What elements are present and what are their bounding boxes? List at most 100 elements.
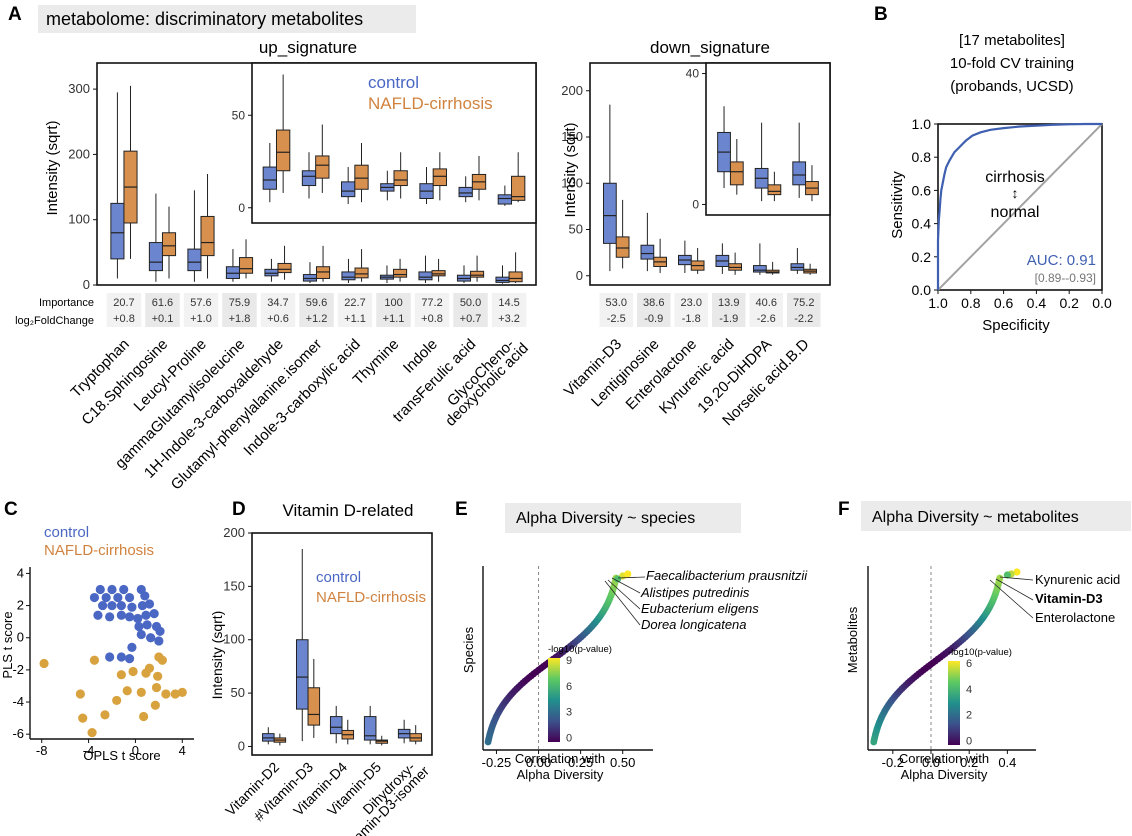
importance-cell-bg xyxy=(787,293,821,327)
scatter-point-control xyxy=(137,600,148,611)
importance-cell-bg xyxy=(376,293,411,327)
scatter-point-nafld xyxy=(87,727,97,738)
scatter-point-nafld xyxy=(151,682,162,693)
y-tick-label: 100 xyxy=(561,175,583,190)
box-control xyxy=(640,244,655,260)
importance-cell-bg xyxy=(222,293,257,327)
scatter-point-control xyxy=(134,621,144,632)
annotation-leader xyxy=(604,580,641,626)
scatter-point-nafld xyxy=(100,710,110,720)
scatter-point-nafld xyxy=(128,666,138,677)
scatter-point-nafld xyxy=(112,695,122,706)
foldchange-value: +1.8 xyxy=(229,313,251,325)
importance-value: 23.0 xyxy=(681,297,702,309)
annotation-leader xyxy=(607,579,641,610)
y-tick-label: 0.8 xyxy=(912,149,932,165)
y-tick-label: -6 xyxy=(12,726,24,741)
colorbar-tick-label: 6 xyxy=(566,681,572,693)
scatter-point-control xyxy=(124,654,135,664)
scatter-point-control xyxy=(140,591,150,601)
foldchange-row-label: log₂FoldChange xyxy=(15,315,94,327)
e-annot-1: Faecalibacterium prausnitzii xyxy=(646,568,808,583)
scatter-point-control xyxy=(116,652,126,662)
roc-title-line-3: (probands, UCSD) xyxy=(950,78,1073,95)
colorbar-tick-label: 6 xyxy=(966,658,972,670)
importance-value: 20.7 xyxy=(113,297,134,309)
y-tick-label: 0.4 xyxy=(912,216,932,232)
e-annot-3: Eubacterium eligens xyxy=(641,601,759,616)
panel-label-b: B xyxy=(874,4,888,25)
importance-cell-bg xyxy=(414,293,450,327)
scatter-point-control xyxy=(116,610,126,620)
y-tick-label: 0.2 xyxy=(912,249,932,265)
foldchange-value: -2.5 xyxy=(607,313,626,325)
up-signature-plot: 0 100 200 300 xyxy=(68,62,537,292)
box-control xyxy=(295,639,309,710)
y-tick-label: -4 xyxy=(12,694,24,709)
e-annot-4: Dorea longicatena xyxy=(641,617,747,632)
box-nafld xyxy=(354,267,369,279)
importance-value: 40.6 xyxy=(756,297,777,309)
y-tick-label: 0 xyxy=(17,630,24,645)
box-control xyxy=(262,166,277,190)
box-nafld xyxy=(200,215,215,257)
d-legend-nafld: NAFLD-cirrhosis xyxy=(316,589,426,606)
scatter-point-control xyxy=(119,584,129,595)
scatter-point-control xyxy=(101,592,111,603)
importance-value: 100 xyxy=(384,297,402,309)
box-control xyxy=(495,276,510,283)
e-xlabel-2: Alpha Diversity xyxy=(517,767,604,782)
box-control xyxy=(341,181,356,198)
box-control xyxy=(753,265,767,273)
annotation-leader xyxy=(989,579,1034,619)
c-ylabel: PLS t score xyxy=(0,611,15,678)
roc-annot-normal: normal xyxy=(991,204,1040,221)
box-nafld xyxy=(307,687,321,726)
colorbar xyxy=(548,658,560,742)
colorbar-tick-label: 0 xyxy=(566,732,572,744)
importance-cell-bg xyxy=(453,293,488,327)
f-banner: Alpha Diversity ~ metabolites xyxy=(872,509,1079,526)
importance-value: 77.2 xyxy=(421,297,442,309)
f-xlabel-1: Correlation with xyxy=(899,751,989,766)
x-tick-label: 0.2 xyxy=(960,755,978,770)
x-tick-label: 4 xyxy=(179,743,186,758)
box-nafld xyxy=(511,175,526,201)
panel-a-category-labels: TryptophanC18.SphingosineLeucyl-Prolineg… xyxy=(67,336,812,494)
importance-cell-bg xyxy=(260,293,296,327)
f-xlabel-2: Alpha Diversity xyxy=(901,767,988,782)
importance-value: 22.7 xyxy=(344,297,365,309)
pls-scatter: -8 -4 0 4 4 2 0 -2 -4 -6 xyxy=(12,565,194,758)
foldchange-value: +3.2 xyxy=(498,313,520,325)
importance-cell-bg xyxy=(299,293,334,327)
inset-frame xyxy=(251,62,537,224)
y-tick-label: 0 xyxy=(83,277,90,292)
scatter-point-nafld xyxy=(153,671,163,681)
importance-value: 34.7 xyxy=(267,297,288,309)
d-title: Vitamin D-related xyxy=(282,501,413,520)
foldchange-value: +0.7 xyxy=(460,313,482,325)
panel-label-c: C xyxy=(4,499,18,520)
box-control xyxy=(341,271,356,281)
colorbar-tick-label: 0 xyxy=(966,735,972,747)
y-tick-label: 50 xyxy=(232,108,246,122)
scatter-point-control xyxy=(98,600,108,611)
roc-annot-cirrhosis: cirrhosis xyxy=(985,169,1045,186)
box-nafld xyxy=(354,164,369,190)
c-legend-control: control xyxy=(44,524,89,541)
top-rank-point xyxy=(614,575,622,583)
d-ylabel: Intensity (sqrt) xyxy=(209,611,225,700)
roc-xlabel: Specificity xyxy=(982,317,1050,334)
annotation-leader xyxy=(995,578,1034,601)
importance-value: 50.0 xyxy=(460,297,481,309)
panel-a-banner-bg xyxy=(38,5,416,33)
colorbar-tick-label: 3 xyxy=(566,707,572,719)
box-control xyxy=(792,161,807,186)
scatter-point-control xyxy=(107,600,117,611)
scatter-point-nafld xyxy=(161,689,171,699)
box-nafld xyxy=(431,270,446,277)
legend-nafld: NAFLD-cirrhosis xyxy=(368,94,493,113)
foldchange-value: +1.2 xyxy=(306,313,328,325)
y-tick-label: 50 xyxy=(231,685,245,700)
